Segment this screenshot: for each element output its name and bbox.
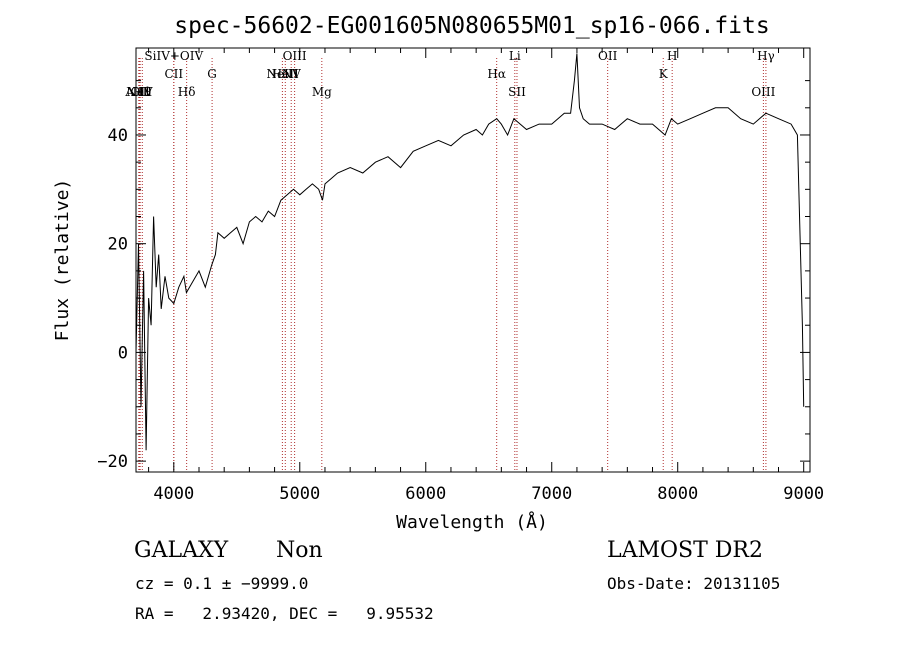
redshift-readout: cz = 0.1 ± −9999.0 [135,574,309,593]
line-marker-label: Hα [487,67,506,81]
y-tick-label: −20 [97,452,128,472]
y-axis-label: Flux (relative) [52,179,73,342]
object-class: GALAXY [134,538,229,563]
line-marker-label: K [659,67,669,81]
line-marker-label: Li [509,49,521,63]
line-marker-label: Mg [312,85,332,99]
x-tick-label: 7000 [531,484,572,504]
line-marker-label: NeV [126,85,153,99]
y-tick-label: 40 [108,126,128,146]
survey-name: LAMOST DR2 [607,538,763,563]
x-tick-label: 9000 [783,484,824,504]
line-marker-label: G [207,67,217,81]
x-tick-label: 6000 [405,484,446,504]
x-tick-label: 8000 [657,484,698,504]
spectrum-line [135,53,805,451]
line-marker-label: NV [282,67,302,81]
line-markers [138,58,767,472]
chart-title: spec-56602-EG001605N080655M01_sp16-066.f… [174,13,769,39]
line-marker-label: HeII [272,67,299,81]
line-marker-label: OII [130,85,150,99]
object-subclass: Non [276,538,323,563]
x-tick-label: 4000 [153,484,194,504]
y-tick-label: 20 [108,235,128,255]
y-tick-label: 0 [118,343,128,363]
line-marker-label: AlIII [124,85,152,99]
line-marker-label: Hθ [133,85,151,99]
line-marker-label: OIII [283,49,307,63]
line-marker-label: OIII [751,85,775,99]
line-marker-label: CII [164,67,183,81]
line-marker-label: OII [598,49,618,63]
line-marker-label: H [667,49,677,63]
x-tick-label: 5000 [279,484,320,504]
coordinates-readout: RA = 2.93420, DEC = 9.95532 [135,604,434,623]
y-axis: −20 0 20 40 [97,80,810,472]
x-axis: 4000 5000 6000 7000 8000 9000 [148,48,824,504]
line-marker-label: SII [508,85,526,99]
line-marker-label: NeIII [266,67,298,81]
line-marker-label: Hδ [178,85,196,99]
plot-frame [135,47,811,473]
line-marker-label: Hγ [757,49,775,63]
line-marker-labels: AlIIINeVOIIHθSiIV+OIVCIIHδGOIIINeIIIHeII… [124,49,775,99]
x-axis-label: Wavelength (Å) [396,511,548,533]
obs-date: Obs-Date: 20131105 [607,574,781,593]
